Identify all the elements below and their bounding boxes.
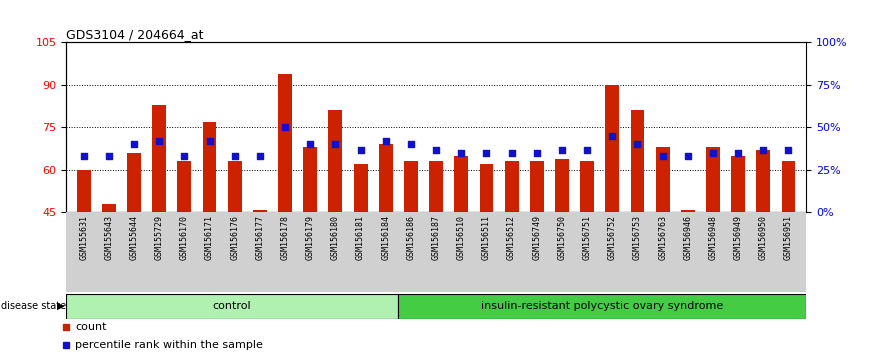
Bar	[581, 161, 594, 340]
Text: GSM156179: GSM156179	[306, 215, 315, 260]
Bar	[555, 159, 569, 340]
Bar	[404, 161, 418, 340]
Bar	[706, 147, 720, 340]
Point	[429, 147, 443, 152]
Bar	[278, 74, 292, 340]
Bar	[398, 294, 806, 319]
Bar	[177, 161, 191, 340]
Bar	[203, 122, 217, 340]
Text: GSM156511: GSM156511	[482, 215, 491, 260]
Text: GSM156177: GSM156177	[255, 215, 264, 260]
Bar	[353, 164, 367, 340]
Bar	[228, 161, 241, 340]
Point	[278, 125, 292, 130]
Point	[505, 150, 519, 156]
Bar	[757, 150, 770, 340]
Point	[455, 150, 469, 156]
Bar	[127, 153, 141, 340]
Text: GSM156181: GSM156181	[356, 215, 365, 260]
Text: GSM156752: GSM156752	[608, 215, 617, 260]
Bar	[253, 210, 267, 340]
Text: GSM156171: GSM156171	[205, 215, 214, 260]
Bar	[479, 164, 493, 340]
Text: GSM156750: GSM156750	[558, 215, 566, 260]
Bar	[379, 144, 393, 340]
Text: GDS3104 / 204664_at: GDS3104 / 204664_at	[66, 28, 204, 41]
Bar	[303, 147, 317, 340]
Point	[781, 147, 796, 152]
Point	[479, 150, 493, 156]
Point	[353, 147, 367, 152]
Bar	[781, 161, 796, 340]
Point	[253, 154, 267, 159]
Text: disease state: disease state	[1, 301, 69, 311]
Bar	[455, 156, 468, 340]
Text: GSM156946: GSM156946	[684, 215, 692, 260]
Point	[227, 154, 241, 159]
Text: GSM156178: GSM156178	[280, 215, 290, 260]
Text: GSM156184: GSM156184	[381, 215, 390, 260]
Bar	[102, 204, 115, 340]
Text: GSM156763: GSM156763	[658, 215, 667, 260]
Bar	[655, 147, 670, 340]
Bar	[605, 85, 619, 340]
Point	[379, 138, 393, 144]
Bar	[429, 161, 443, 340]
Text: GSM155631: GSM155631	[79, 215, 88, 260]
Text: GSM156176: GSM156176	[230, 215, 240, 260]
Point	[555, 147, 569, 152]
Point	[329, 142, 343, 147]
Bar	[152, 105, 167, 340]
Text: GSM156751: GSM156751	[582, 215, 592, 260]
Point	[756, 147, 770, 152]
Text: GSM156186: GSM156186	[406, 215, 416, 260]
Point	[177, 154, 191, 159]
Text: GSM156951: GSM156951	[784, 215, 793, 260]
Text: percentile rank within the sample: percentile rank within the sample	[76, 340, 263, 350]
Point	[203, 138, 217, 144]
Point	[681, 154, 695, 159]
Point	[580, 147, 594, 152]
Text: control: control	[212, 301, 251, 311]
Bar	[631, 110, 644, 340]
Bar	[329, 110, 343, 340]
Bar	[505, 161, 519, 340]
Text: GSM156753: GSM156753	[633, 215, 642, 260]
Point	[127, 142, 141, 147]
Point	[605, 133, 619, 139]
Text: GSM156187: GSM156187	[432, 215, 440, 260]
Text: GSM156749: GSM156749	[532, 215, 541, 260]
Text: GSM155644: GSM155644	[130, 215, 138, 260]
Text: GSM155643: GSM155643	[104, 215, 114, 260]
Text: ▶: ▶	[57, 301, 65, 311]
Text: GSM155729: GSM155729	[155, 215, 164, 260]
Point	[529, 150, 544, 156]
Point	[77, 154, 91, 159]
Bar	[731, 156, 745, 340]
Point	[152, 138, 167, 144]
Point	[102, 154, 116, 159]
Point	[403, 142, 418, 147]
Point	[655, 154, 670, 159]
Text: insulin-resistant polycystic ovary syndrome: insulin-resistant polycystic ovary syndr…	[481, 301, 723, 311]
Text: GSM156949: GSM156949	[734, 215, 743, 260]
Text: count: count	[76, 322, 107, 332]
Point	[706, 150, 720, 156]
Point	[731, 150, 745, 156]
Bar	[66, 294, 398, 319]
Bar	[77, 170, 91, 340]
Text: GSM156180: GSM156180	[331, 215, 340, 260]
Bar	[529, 161, 544, 340]
Bar	[681, 210, 695, 340]
Text: GSM156950: GSM156950	[759, 215, 768, 260]
Point	[303, 142, 317, 147]
Text: GSM156948: GSM156948	[708, 215, 717, 260]
Text: GSM156510: GSM156510	[456, 215, 466, 260]
Point	[631, 142, 645, 147]
Text: GSM156170: GSM156170	[180, 215, 189, 260]
Text: GSM156512: GSM156512	[507, 215, 516, 260]
